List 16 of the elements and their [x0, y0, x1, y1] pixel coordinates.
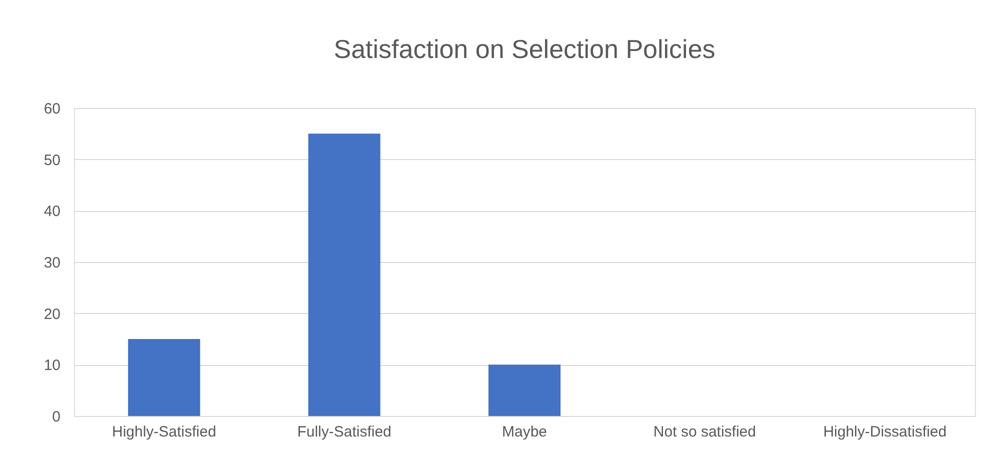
- x-tick-label: Maybe: [502, 424, 548, 440]
- chart-title: Satisfaction on Selection Policies: [334, 34, 716, 64]
- x-tick-label: Highly-Satisfied: [112, 424, 216, 440]
- bar: [488, 364, 561, 416]
- y-tick-label: 30: [44, 254, 60, 272]
- bar: [308, 134, 380, 416]
- bar: [128, 339, 200, 416]
- y-tick-label: 0: [52, 408, 60, 426]
- x-tick-label: Fully-Satisfied: [297, 424, 392, 440]
- y-tick-label: 50: [44, 152, 60, 169]
- x-tick-label: Highly-Dissatisfied: [823, 424, 947, 440]
- y-tick-label: 40: [44, 203, 60, 220]
- y-tick-label: 60: [44, 100, 60, 118]
- y-tick-label: 10: [44, 357, 60, 374]
- x-tick-label: Not so satisfied: [653, 424, 756, 440]
- y-tick-label: 20: [44, 306, 60, 323]
